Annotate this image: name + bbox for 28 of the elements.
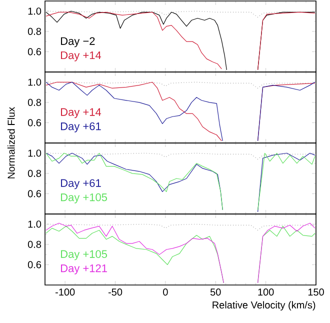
y-tick-label: 0.8 [28, 170, 42, 177]
y-tick-label: 0.8 [28, 98, 42, 106]
x-axis-title: Relative Velocity (km/s) [212, 301, 316, 311]
y-tick-label: 0.8 [28, 28, 42, 35]
x-tick-label: 100 [258, 288, 274, 296]
y-tick-label: 0.8 [28, 240, 42, 248]
text: Day +105 [61, 193, 108, 204]
x-tick-label: 50 [210, 288, 221, 296]
y-tick-label: 1.0 [28, 78, 42, 86]
y-tick-label: 1.0 [28, 220, 42, 228]
y-tick-label: 0.6 [28, 261, 42, 268]
y-tick-label: 0.6 [28, 190, 42, 198]
x-tick-label: 150 [308, 288, 324, 296]
y-tick-label: 1.0 [28, 150, 42, 157]
text: Day +14 [61, 51, 102, 62]
series-label: Day +61 [61, 179, 101, 190]
text: Day +121 [61, 264, 107, 274]
y-tick-label: 0.6 [28, 48, 42, 56]
text: Day +61 [61, 122, 101, 132]
series-label: Day +105 [61, 250, 108, 260]
x-tick-label: 0 [163, 288, 168, 296]
text: Day +14 [61, 108, 102, 118]
y-tick-label: 1.0 [28, 8, 42, 15]
y-tick-label: 0.6 [28, 119, 42, 126]
x-tick-label: -50 [108, 288, 122, 296]
series-label: Day −2 [61, 37, 95, 48]
x-tick-label: -100 [56, 288, 75, 296]
y-axis-title: Normalized Flux [7, 107, 15, 178]
